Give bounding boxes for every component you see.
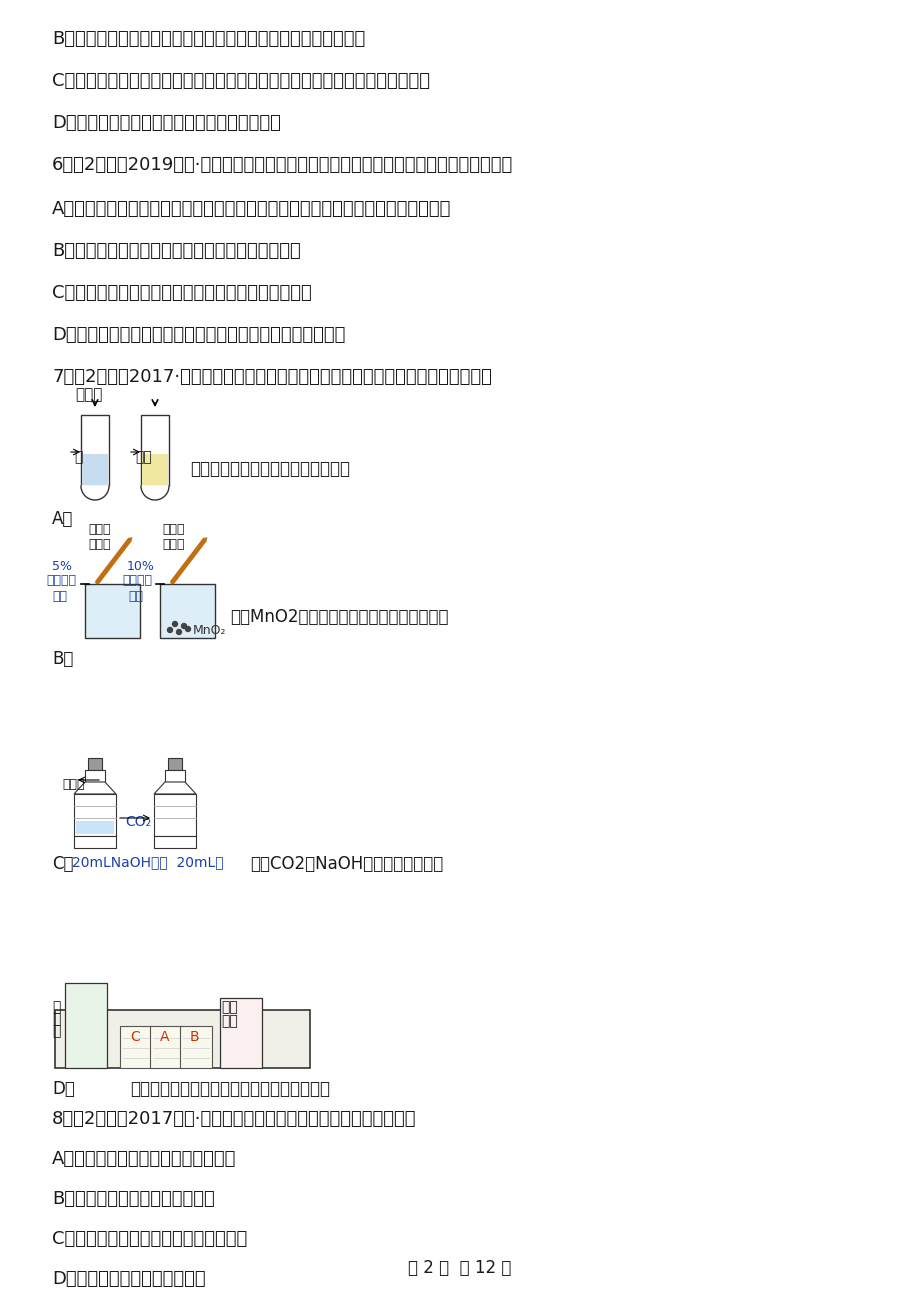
- Bar: [65, 983, 107, 1068]
- Bar: [55, 1010, 310, 1068]
- Text: 的木条: 的木条: [162, 538, 185, 551]
- Text: 溶液: 溶液: [128, 590, 142, 603]
- Text: B．取少量液体试剂时，滴管伸入试剂瓶内液体中，挤压胶头吸液: B．取少量液体试剂时，滴管伸入试剂瓶内液体中，挤压胶头吸液: [52, 30, 365, 48]
- Bar: [165, 769, 185, 783]
- Bar: [168, 758, 182, 769]
- Text: 塑料瓶: 塑料瓶: [62, 779, 85, 792]
- Text: 带火星: 带火星: [162, 523, 185, 536]
- Text: MnO₂: MnO₂: [193, 624, 226, 637]
- Bar: [153, 836, 196, 848]
- Circle shape: [167, 628, 173, 633]
- Text: 7．（2分）（2017·武侯模拟）仅通过下列对比实验不能达到相应实验目的是（　　）: 7．（2分）（2017·武侯模拟）仅通过下列对比实验不能达到相应实验目的是（ ）: [52, 368, 492, 385]
- Text: 带火星: 带火星: [88, 523, 110, 536]
- Text: C．用试管夹夹持试管给液体加热时，需要移动试管，以防受热不均和液体冲出: C．用试管夹夹持试管给液体加热时，需要移动试管，以防受热不均和液体冲出: [52, 72, 429, 90]
- Bar: [85, 585, 140, 638]
- Text: 探究MnO2是过氧化氢分解产生氧气的催化剂: 探究MnO2是过氧化氢分解产生氧气的催化剂: [230, 608, 448, 626]
- Text: C．增大氧气的浓度能促进可燃物的燃烧: C．增大氧气的浓度能促进可燃物的燃烧: [52, 1230, 247, 1249]
- Bar: [141, 415, 169, 486]
- Text: D．用托盘天平称量药品时，先调零并调节天平平衡，后称量: D．用托盘天平称量药品时，先调零并调节天平平衡，后称量: [52, 326, 345, 344]
- Text: 过氧化氢: 过氧化氢: [122, 574, 152, 587]
- Bar: [153, 794, 196, 836]
- Text: 浓: 浓: [52, 1000, 61, 1014]
- Text: 水: 水: [52, 1023, 61, 1038]
- Text: 酚酞: 酚酞: [221, 1000, 237, 1014]
- Bar: [142, 454, 168, 486]
- Text: 5%: 5%: [52, 560, 72, 573]
- Bar: [220, 999, 262, 1068]
- Polygon shape: [153, 783, 196, 794]
- Text: 溶液: 溶液: [221, 1014, 237, 1029]
- Bar: [74, 794, 116, 836]
- Text: 20mLNaOH溶液  20mL水: 20mLNaOH溶液 20mL水: [72, 855, 223, 868]
- Bar: [156, 822, 194, 835]
- Circle shape: [186, 626, 190, 631]
- Bar: [160, 585, 215, 638]
- Text: C．给试管中的药品加热时，先均匀加热，后集中加热: C．给试管中的药品加热时，先均匀加热，后集中加热: [52, 284, 312, 302]
- Bar: [81, 415, 108, 486]
- Text: 探究CO2与NaOH溶液能否发生反应: 探究CO2与NaOH溶液能否发生反应: [250, 855, 443, 874]
- Bar: [85, 769, 105, 783]
- Text: 水: 水: [74, 450, 83, 464]
- Text: 探究分子在不断运动及浓氨水有挥发性和碱性: 探究分子在不断运动及浓氨水有挥发性和碱性: [130, 1079, 330, 1098]
- Bar: [82, 454, 108, 486]
- Text: B．点燃可燃性气体前，先检验气体的纯度，后点燃: B．点燃可燃性气体前，先检验气体的纯度，后点燃: [52, 242, 301, 260]
- Bar: [119, 1026, 152, 1068]
- Text: C．: C．: [52, 855, 74, 874]
- Polygon shape: [74, 783, 116, 794]
- Text: 10%: 10%: [127, 560, 154, 573]
- Text: 汽油: 汽油: [135, 450, 152, 464]
- Text: 第 2 页  共 12 页: 第 2 页 共 12 页: [408, 1259, 511, 1277]
- Text: 氯化钠: 氯化钠: [75, 387, 102, 402]
- Circle shape: [181, 624, 187, 629]
- Text: A: A: [160, 1030, 169, 1044]
- Text: 探究同种溶质在不同溶剂中的溶解性: 探究同种溶质在不同溶剂中的溶解性: [190, 460, 349, 478]
- Text: 6．（2分）（2019九上·滨江期末）下列关于实验操作中先后顺序的叙述错误的是（　　）: 6．（2分）（2019九上·滨江期末）下列关于实验操作中先后顺序的叙述错误的是（…: [52, 156, 513, 174]
- Text: B: B: [190, 1030, 199, 1044]
- Bar: [74, 836, 116, 848]
- Text: A．: A．: [52, 510, 74, 529]
- Circle shape: [173, 621, 177, 626]
- Bar: [88, 758, 102, 769]
- Text: 过氧化氢: 过氧化氢: [46, 574, 76, 587]
- Text: D．实验结束后，剩余的试剂都应放回原试剂瓶: D．实验结束后，剩余的试剂都应放回原试剂瓶: [52, 115, 280, 132]
- Text: 的木条: 的木条: [88, 538, 110, 551]
- Text: D．: D．: [52, 1079, 74, 1098]
- Text: 氨: 氨: [52, 1012, 61, 1026]
- Text: D．任何纯净物都有固定的组成: D．任何纯净物都有固定的组成: [52, 1269, 206, 1288]
- Text: B．自然界中的物质都在不断运动: B．自然界中的物质都在不断运动: [52, 1190, 214, 1208]
- Circle shape: [176, 629, 181, 634]
- Text: 溶液: 溶液: [52, 590, 67, 603]
- Text: A．原子中一定含有质子、中子和电子: A．原子中一定含有质子、中子和电子: [52, 1150, 236, 1168]
- Text: C: C: [130, 1030, 140, 1044]
- Text: CO₂: CO₂: [125, 815, 151, 829]
- Polygon shape: [81, 486, 108, 500]
- Bar: [76, 822, 114, 835]
- Bar: [150, 1026, 182, 1068]
- Text: B．: B．: [52, 650, 74, 668]
- Bar: [180, 1026, 211, 1068]
- Text: A．加热高锰酸钾制氧气用排水法收集完毕时，先熄灭酒精灯，后将导气管撤离水槽: A．加热高锰酸钾制氧气用排水法收集完毕时，先熄灭酒精灯，后将导气管撤离水槽: [52, 201, 451, 217]
- Polygon shape: [141, 486, 169, 500]
- Text: 8．（2分）（2017九上·深圳期中）下列说法中，不正确的是（　　）: 8．（2分）（2017九上·深圳期中）下列说法中，不正确的是（ ）: [52, 1111, 416, 1128]
